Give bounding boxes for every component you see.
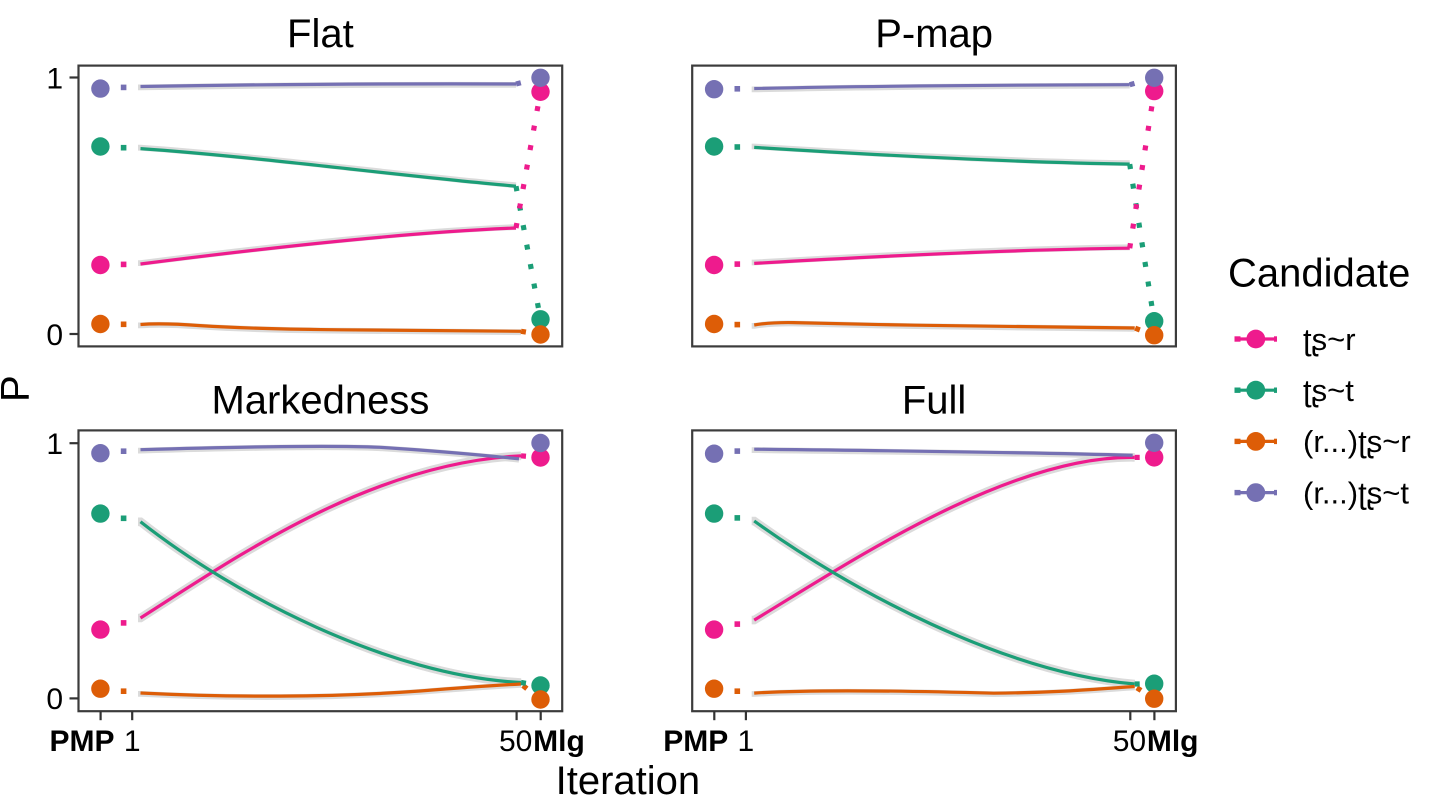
svg-text:Iteration: Iteration [556,759,701,802]
svg-text:ʈʂ~r: ʈʂ~r [1303,322,1356,357]
svg-text:Mlg: Mlg [1147,725,1199,758]
svg-text:50: 50 [499,725,532,758]
svg-text:(r...)ʈʂ~r: (r...)ʈʂ~r [1303,424,1411,459]
svg-text:1: 1 [738,725,755,758]
svg-text:PMP: PMP [49,725,114,758]
svg-text:Candidate: Candidate [1228,252,1410,296]
svg-text:P-map: P-map [875,12,993,56]
svg-text:Markedness: Markedness [211,378,429,422]
svg-text:PMP: PMP [663,725,728,758]
svg-text:1: 1 [124,725,141,758]
svg-text:ʈʂ~t: ʈʂ~t [1303,373,1354,408]
svg-text:Mlg: Mlg [533,725,585,758]
svg-text:P: P [0,375,38,402]
svg-text:1: 1 [46,62,63,95]
svg-text:1: 1 [46,428,63,461]
svg-text:0: 0 [46,683,63,716]
svg-text:(r...)ʈʂ~t: (r...)ʈʂ~t [1303,475,1409,510]
svg-text:50: 50 [1113,725,1146,758]
svg-text:0: 0 [46,319,63,352]
svg-text:Full: Full [902,378,966,422]
svg-text:Flat: Flat [287,12,354,56]
